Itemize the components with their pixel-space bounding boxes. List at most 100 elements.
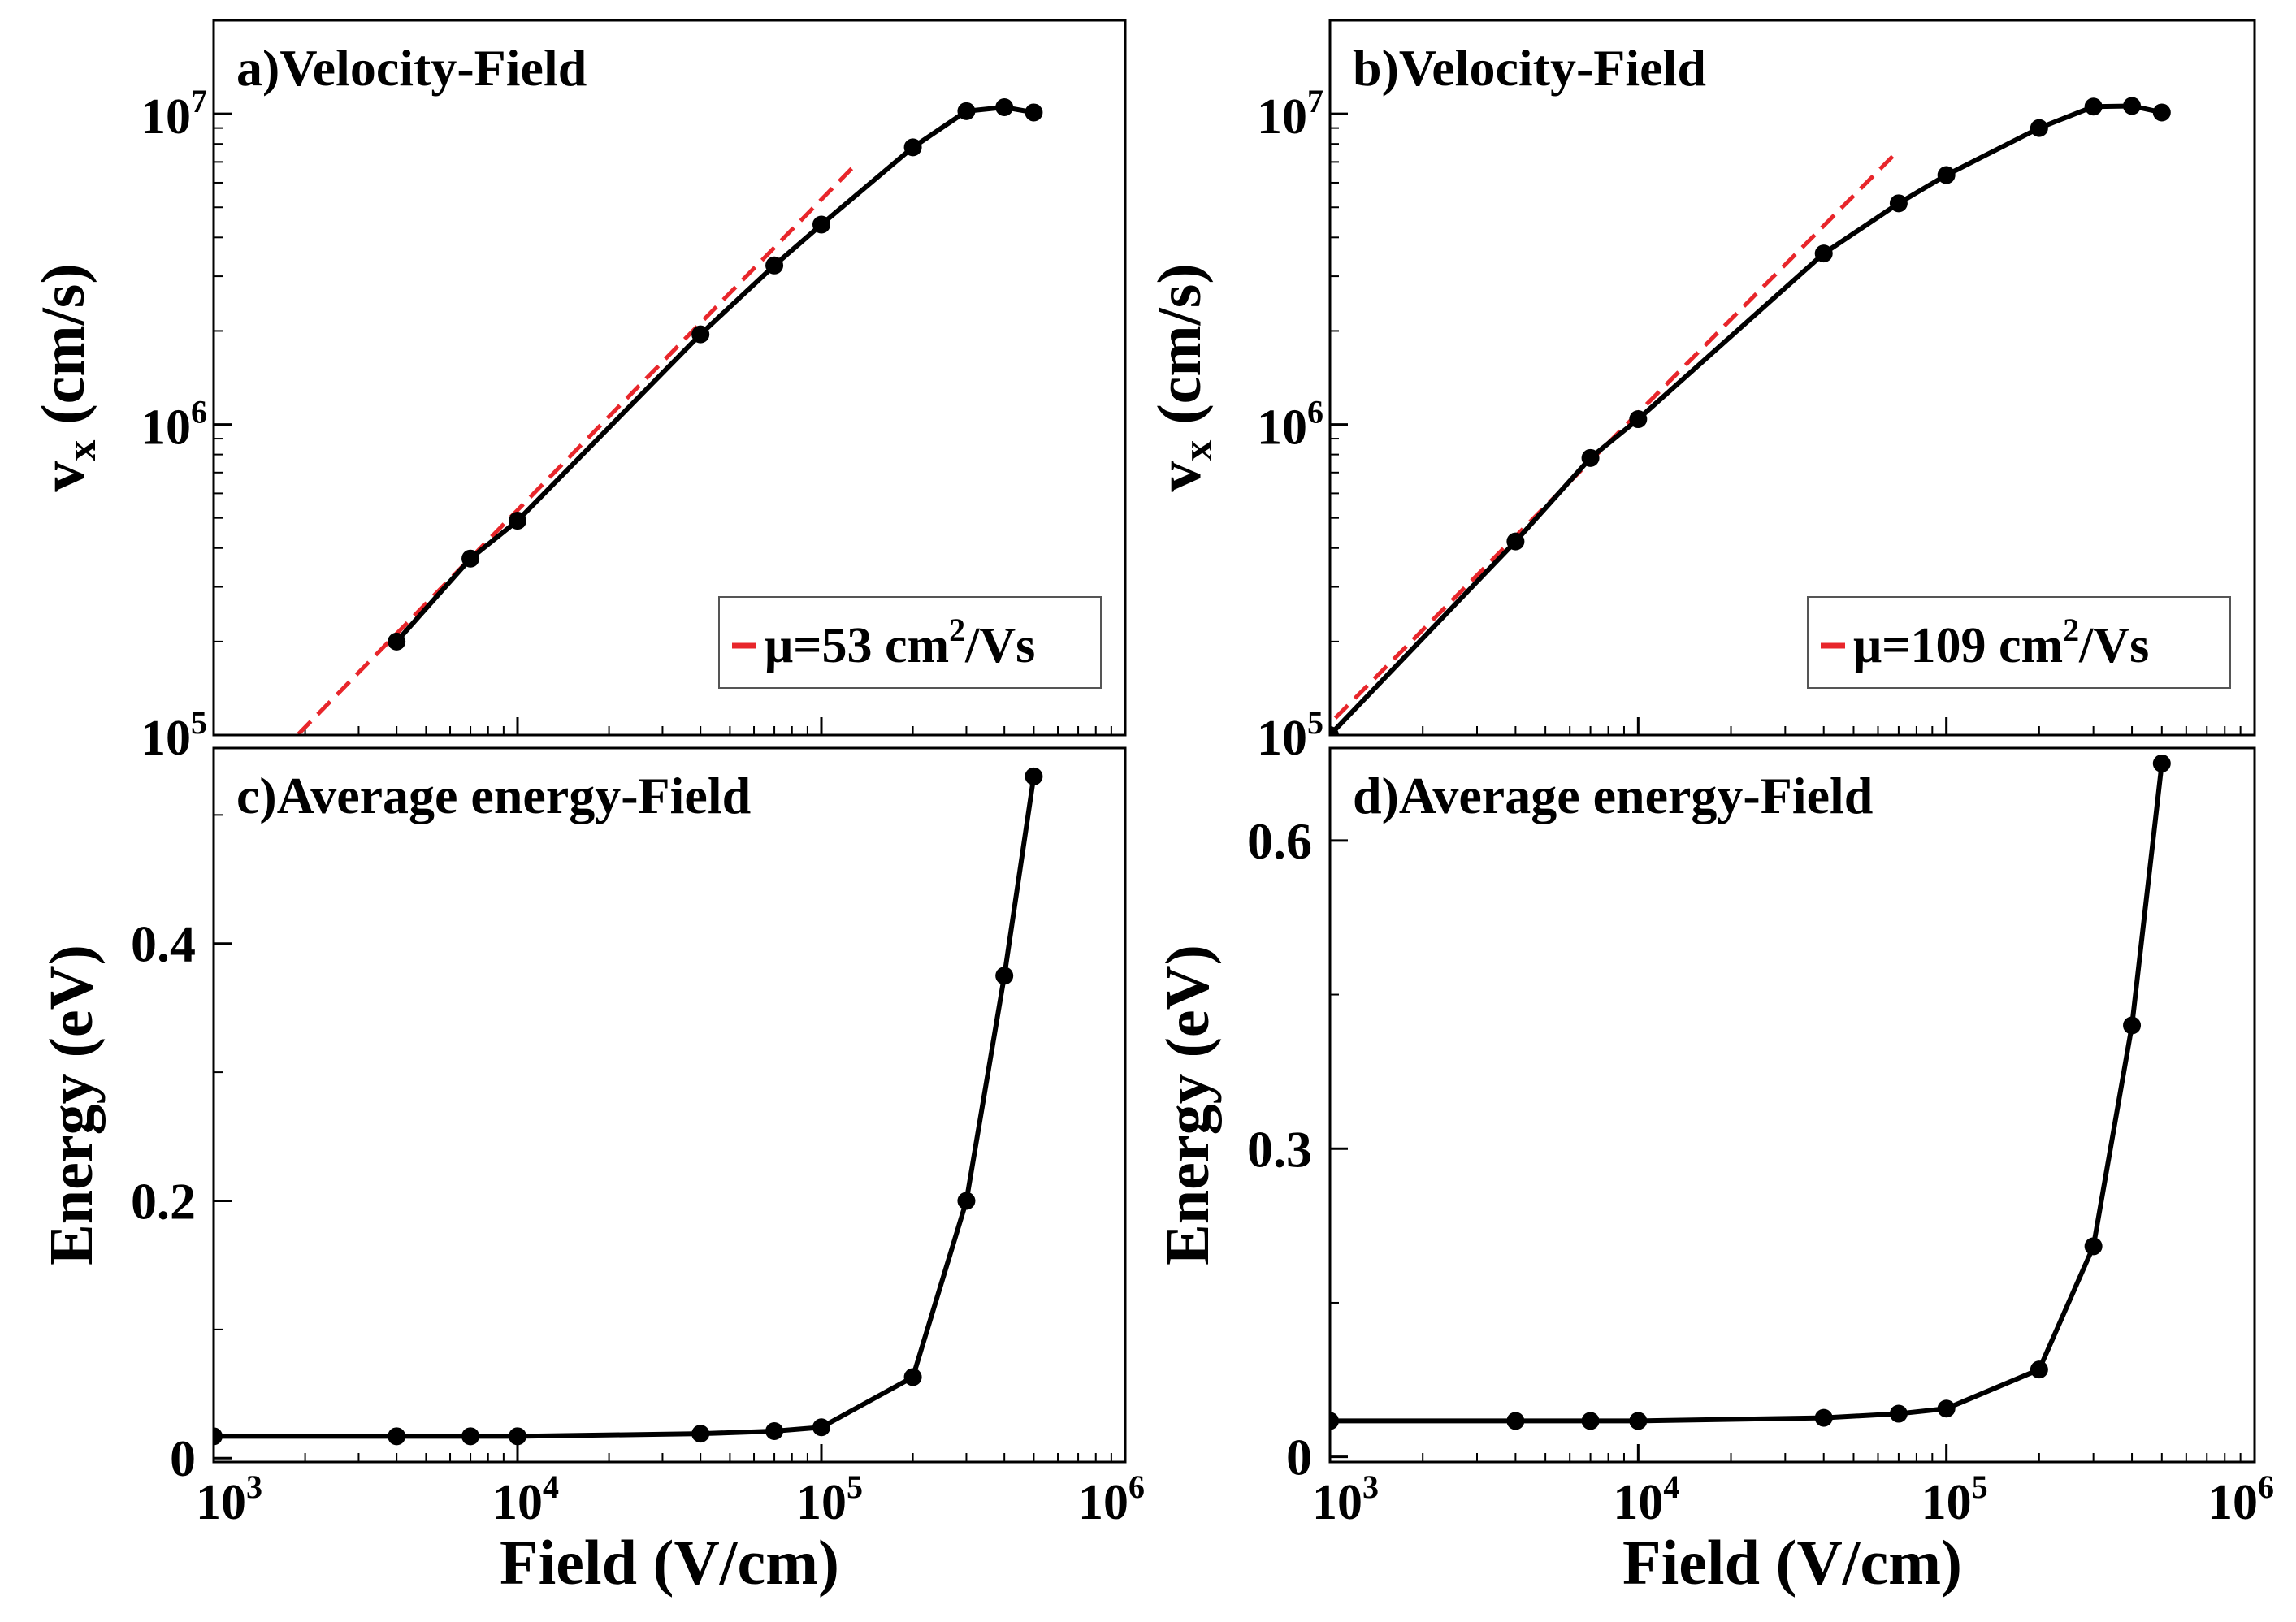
y-tick-exponent: 5 (1307, 704, 1323, 741)
data-point (388, 632, 406, 651)
y-tick-label: 0.2 (131, 1172, 196, 1230)
y-label-main: Energy (eV) (1154, 945, 1222, 1265)
data-point (995, 98, 1014, 117)
data-point (1506, 1412, 1525, 1430)
legend-text-tail: /Vs (964, 618, 1035, 673)
data-point (1889, 1404, 1908, 1423)
data-point (765, 1421, 784, 1440)
data-point (1330, 726, 1339, 735)
data-point (509, 512, 526, 530)
plot-frame (1328, 746, 2256, 1464)
x-tick-label: 105 (796, 1468, 863, 1530)
legend-superscript: 2 (949, 612, 965, 648)
x-tick-base: 10 (1312, 1475, 1362, 1530)
y-label-unit: (cm/s) (29, 263, 97, 439)
data-point (1581, 448, 1600, 467)
x-tick-label: 106 (2207, 1468, 2274, 1530)
y-tick-exponent: 7 (191, 83, 207, 119)
data-point (461, 1427, 480, 1446)
data-point (957, 102, 976, 120)
y-tick-exponent: 6 (1307, 394, 1323, 430)
data-point (995, 967, 1014, 985)
y-tick-label: 107 (1257, 83, 1323, 145)
y-tick-exponent: 6 (191, 394, 207, 430)
data-point (1581, 1412, 1600, 1430)
data-point (1937, 1399, 1956, 1418)
y-tick-label: 105 (141, 704, 207, 766)
data-point (2084, 1237, 2103, 1256)
plot-area (1330, 97, 2171, 735)
data-point (812, 1418, 830, 1437)
data-point (957, 1192, 976, 1210)
data-line (1330, 763, 2164, 1424)
x-tick-exponent: 6 (2258, 1468, 2274, 1505)
y-tick-label: 106 (1257, 394, 1323, 456)
panel-title: d)Average energy-Field (1353, 767, 1873, 824)
y-tick-label: 0 (1286, 1429, 1312, 1486)
x-tick-exponent: 5 (1972, 1468, 1988, 1505)
legend-text-tail: /Vs (2078, 618, 2149, 673)
legend-box (1807, 596, 2231, 689)
legend-label: μ=53 cm2/Vs (765, 612, 1035, 673)
y-label-main: v (29, 461, 97, 492)
x-tick-label: 105 (1921, 1468, 1988, 1530)
x-axis-label: Field (V/cm) (500, 1527, 839, 1598)
data-point (509, 1427, 526, 1446)
x-tick-exponent: 5 (847, 1468, 863, 1505)
y-tick-label: 0.6 (1247, 812, 1312, 870)
y-tick-label: 107 (141, 83, 207, 145)
data-point (903, 138, 922, 157)
y-tick-base: 10 (1257, 89, 1307, 145)
data-line (214, 776, 1037, 1439)
data-point (765, 256, 784, 275)
y-tick-label: 105 (1257, 704, 1323, 766)
y-tick-base: 10 (141, 400, 191, 456)
y-tick-label: 106 (141, 394, 207, 456)
plot-frame (212, 19, 1127, 737)
x-tick-base: 10 (2207, 1475, 2258, 1530)
legend-box (718, 596, 1102, 689)
data-point (1629, 410, 1648, 429)
data-point (1330, 1412, 1339, 1430)
y-axis-label: Energy (eV) (1154, 945, 1222, 1265)
y-tick-label: 0.3 (1247, 1120, 1312, 1178)
data-point (2084, 97, 2103, 116)
legend-superscript: 2 (2063, 612, 2079, 648)
y-tick-base: 10 (1257, 711, 1307, 766)
x-tick-label: 104 (492, 1468, 559, 1530)
data-point (2030, 119, 2048, 137)
data-point (1814, 244, 1833, 263)
data-point (2123, 97, 2142, 115)
x-tick-label: 103 (1312, 1468, 1379, 1530)
plot-frame (1328, 19, 2256, 737)
data-point (1814, 1408, 1833, 1427)
x-tick-base: 10 (1078, 1475, 1129, 1530)
y-tick-base: 10 (141, 89, 191, 145)
x-axis-label: Field (V/cm) (1622, 1527, 1962, 1598)
panel-title: b)Velocity-Field (1353, 39, 1706, 97)
y-tick-label: 0 (170, 1430, 196, 1487)
x-tick-label: 104 (1613, 1468, 1679, 1530)
plot-area (214, 767, 1043, 1446)
data-point (2030, 1360, 2048, 1379)
data-point (2152, 103, 2171, 122)
data-point (1506, 532, 1525, 551)
plot-frame (212, 746, 1127, 1464)
data-point (214, 1427, 223, 1446)
y-axis-label: vx (cm/s) (29, 263, 105, 491)
x-tick-label: 106 (1078, 1468, 1145, 1530)
x-tick-base: 10 (196, 1475, 246, 1530)
panel-title: c)Average energy-Field (236, 767, 751, 824)
data-line (394, 105, 1034, 643)
x-tick-base: 10 (796, 1475, 847, 1530)
data-point (812, 215, 830, 234)
x-tick-base: 10 (1613, 1475, 1663, 1530)
y-tick-exponent: 5 (191, 704, 207, 741)
y-label-subscript: x (1175, 440, 1221, 461)
x-tick-exponent: 4 (543, 1468, 559, 1505)
data-point (691, 1425, 710, 1443)
data-point (2152, 754, 2171, 772)
